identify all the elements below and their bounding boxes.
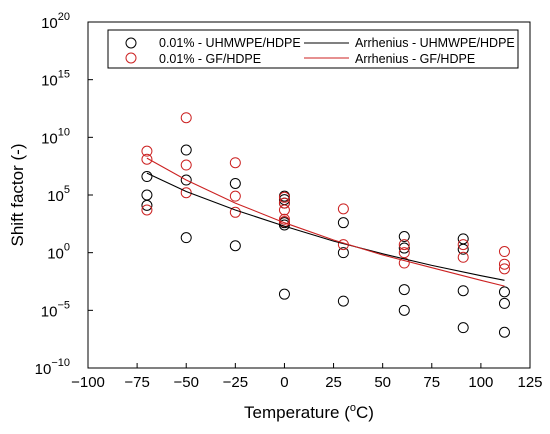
legend-marker-uhmwpe	[125, 37, 137, 49]
x-axis-title-sup: o	[350, 402, 356, 414]
data-point-0-01-uhmwpe-hdpe	[141, 199, 153, 211]
x-tick-label: −50	[173, 374, 198, 391]
x-tick-label: 100	[468, 374, 493, 391]
series-layer	[141, 112, 510, 338]
data-point-0-01-uhmwpe-hdpe	[398, 284, 410, 296]
data-point-0-01-gf-hdpe	[229, 206, 241, 218]
data-point-0-01-uhmwpe-hdpe	[229, 177, 241, 189]
y-tick-base: 10	[41, 73, 58, 90]
y-tick-exponent: 10	[58, 126, 70, 138]
y-tick-base: 10	[41, 15, 58, 32]
data-point-0-01-uhmwpe-hdpe	[337, 247, 349, 259]
y-tick-label: 100	[47, 242, 70, 263]
legend-label-gf: 0.01% - GF/HDPE	[159, 52, 261, 66]
y-tick-label: 1020	[41, 11, 70, 32]
y-tick-base: 10	[47, 246, 64, 263]
x-axis-title: Temperature (oC)	[244, 402, 374, 422]
data-point-0-01-gf-hdpe	[498, 258, 510, 270]
data-point-0-01-gf-hdpe	[278, 204, 290, 216]
x-axis-title-end: C)	[356, 403, 374, 422]
data-point-0-01-uhmwpe-hdpe	[141, 171, 153, 183]
y-tick-label: 10−5	[41, 299, 70, 320]
data-point-0-01-uhmwpe-hdpe	[398, 304, 410, 316]
series-line-arrhenius-uhmwpe-hdpe	[146, 172, 505, 281]
x-tick-label: 125	[517, 374, 542, 391]
y-tick-exponent: −10	[51, 357, 70, 369]
plot-border	[87, 21, 531, 369]
data-point-0-01-uhmwpe-hdpe	[457, 322, 469, 334]
y-tick-label: 105	[47, 184, 70, 205]
data-point-0-01-gf-hdpe	[180, 159, 192, 171]
legend-label-arrhenius-gf: Arrhenius - GF/HDPE	[355, 52, 475, 66]
y-tick-exponent: −5	[57, 299, 70, 311]
data-point-0-01-gf-hdpe	[229, 157, 241, 169]
x-tick-label: −25	[223, 374, 248, 391]
y-tick-base: 10	[41, 303, 58, 320]
x-tick-label: 0	[280, 374, 288, 391]
data-point-0-01-uhmwpe-hdpe	[498, 326, 510, 338]
data-point-0-01-uhmwpe-hdpe	[498, 286, 510, 298]
y-tick-base: 10	[35, 361, 52, 378]
y-tick-exponent: 5	[64, 184, 70, 196]
data-point-0-01-uhmwpe-hdpe	[498, 297, 510, 309]
plot-area	[87, 21, 531, 369]
y-tick-base: 10	[47, 188, 64, 205]
data-point-0-01-gf-hdpe	[141, 153, 153, 165]
data-point-0-01-gf-hdpe	[498, 246, 510, 258]
y-tick-exponent: 15	[58, 69, 70, 81]
y-tick-label: 1010	[41, 126, 70, 147]
data-point-0-01-gf-hdpe	[180, 112, 192, 124]
data-point-0-01-gf-hdpe	[229, 190, 241, 202]
data-point-0-01-gf-hdpe	[141, 145, 153, 157]
data-point-0-01-uhmwpe-hdpe	[180, 174, 192, 186]
data-point-0-01-gf-hdpe	[398, 257, 410, 269]
data-point-0-01-uhmwpe-hdpe	[337, 217, 349, 229]
data-point-0-01-uhmwpe-hdpe	[457, 233, 469, 245]
data-point-0-01-gf-hdpe	[398, 239, 410, 251]
x-axis: −100 −75 −50 −25 0 25 50 75 100 125	[71, 363, 543, 391]
x-tick-label: −75	[124, 374, 149, 391]
x-tick-label: 75	[423, 374, 440, 391]
data-point-0-01-gf-hdpe	[498, 263, 510, 275]
data-point-0-01-gf-hdpe	[278, 213, 290, 225]
data-point-0-01-uhmwpe-hdpe	[278, 288, 290, 300]
legend-box	[107, 29, 519, 69]
data-point-0-01-uhmwpe-hdpe	[180, 144, 192, 156]
legend: 0.01% - UHMWPE/HDPE 0.01% - GF/HDPE Arrh…	[107, 29, 519, 69]
y-axis-title: Shift factor (-)	[8, 144, 27, 247]
data-point-0-01-uhmwpe-hdpe	[457, 243, 469, 255]
data-point-0-01-uhmwpe-hdpe	[457, 285, 469, 297]
data-point-0-01-uhmwpe-hdpe	[398, 231, 410, 243]
y-tick-exponent: 0	[64, 242, 70, 254]
legend-marker-gf	[125, 52, 137, 64]
data-point-0-01-uhmwpe-hdpe	[337, 295, 349, 307]
y-tick-base: 10	[41, 130, 58, 147]
x-tick-label: 25	[325, 374, 342, 391]
data-point-0-01-uhmwpe-hdpe	[141, 189, 153, 201]
data-point-0-01-gf-hdpe	[457, 239, 469, 251]
data-point-0-01-gf-hdpe	[278, 197, 290, 209]
data-point-0-01-gf-hdpe	[180, 187, 192, 199]
data-point-0-01-uhmwpe-hdpe	[180, 232, 192, 244]
x-axis-title-main: Temperature (	[244, 403, 350, 422]
data-point-0-01-uhmwpe-hdpe	[398, 242, 410, 254]
x-tick-label: 50	[374, 374, 391, 391]
data-point-0-01-gf-hdpe	[457, 251, 469, 263]
legend-label-arrhenius-uhmwpe: Arrhenius - UHMWPE/HDPE	[355, 36, 515, 50]
data-point-0-01-uhmwpe-hdpe	[229, 240, 241, 252]
data-point-0-01-gf-hdpe	[141, 204, 153, 216]
y-tick-label: 1015	[41, 69, 70, 90]
data-point-0-01-gf-hdpe	[337, 203, 349, 215]
legend-label-uhmwpe: 0.01% - UHMWPE/HDPE	[159, 36, 301, 50]
y-tick-exponent: 20	[58, 11, 70, 23]
series-line-arrhenius-gf-hdpe	[146, 157, 505, 287]
x-tick-label: −100	[71, 374, 105, 391]
data-point-0-01-gf-hdpe	[278, 191, 290, 203]
y-tick-label: 10−10	[35, 357, 70, 378]
